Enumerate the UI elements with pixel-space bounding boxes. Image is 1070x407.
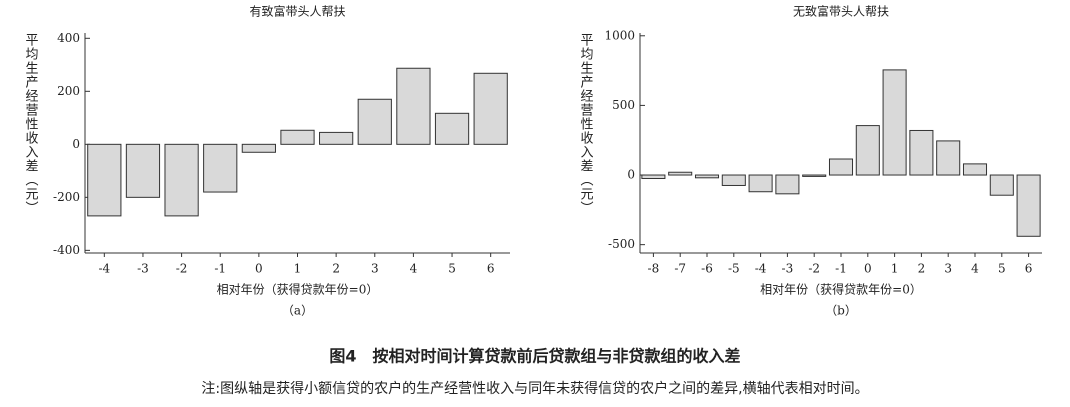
bar bbox=[882, 69, 907, 176]
sublabel: （a） bbox=[282, 304, 313, 318]
x-tick-label: 1 bbox=[891, 262, 899, 276]
x-tick-label: -5 bbox=[728, 262, 740, 276]
bar bbox=[641, 174, 666, 180]
x-tick-label: -1 bbox=[835, 262, 847, 276]
x-tick-label: -7 bbox=[674, 262, 686, 276]
x-tick-label: 5 bbox=[448, 262, 456, 276]
x-tick-label: 6 bbox=[487, 262, 495, 276]
bar bbox=[909, 129, 934, 176]
x-axis-label: 相对年份（获得贷款年份=0） bbox=[760, 282, 922, 297]
bar bbox=[694, 174, 720, 179]
x-tick-label: -2 bbox=[808, 262, 820, 276]
bar bbox=[241, 143, 276, 153]
y-tick-label: 0 bbox=[72, 137, 80, 151]
x-tick-label: 4 bbox=[971, 262, 979, 276]
x-tick-label: -1 bbox=[214, 262, 226, 276]
x-tick-label: -4 bbox=[98, 262, 110, 276]
bar bbox=[357, 98, 392, 145]
bar bbox=[319, 131, 354, 145]
x-tick-label: 2 bbox=[918, 262, 926, 276]
caption: 图4 按相对时间计算贷款前后贷款组与非贷款组的收入差 bbox=[329, 347, 740, 366]
bar bbox=[125, 143, 161, 198]
y-tick-label: -400 bbox=[53, 243, 80, 257]
bar bbox=[396, 67, 431, 145]
y-axis-label: 平均生产经营性收入差（元） bbox=[578, 33, 594, 215]
bar bbox=[748, 174, 773, 193]
x-axis-label: 相对年份（获得贷款年份=0） bbox=[217, 282, 379, 297]
x-tick-label: -3 bbox=[137, 262, 149, 276]
x-tick-label: -8 bbox=[648, 262, 660, 276]
x-tick-label: 4 bbox=[410, 262, 418, 276]
y-tick-label: 200 bbox=[57, 84, 80, 98]
bar bbox=[775, 174, 800, 195]
x-tick-label: -3 bbox=[782, 262, 794, 276]
x-tick-label: 0 bbox=[255, 262, 263, 276]
x-tick-label: 6 bbox=[1025, 262, 1033, 276]
bar bbox=[721, 174, 746, 186]
bar bbox=[1016, 174, 1041, 237]
bar bbox=[828, 158, 854, 176]
y-tick-label: 400 bbox=[57, 31, 80, 45]
bar bbox=[855, 125, 880, 176]
bar bbox=[164, 143, 199, 217]
bar bbox=[280, 129, 315, 145]
x-tick-label: -2 bbox=[176, 262, 188, 276]
note: 注:图纵轴是获得小额信贷的农户的生产经营性收入与同年未获得信贷的农户之间的差异,… bbox=[201, 380, 868, 397]
y-tick-label: -200 bbox=[53, 190, 80, 204]
bar bbox=[962, 163, 988, 176]
x-tick-label: 3 bbox=[944, 262, 952, 276]
x-tick-label: -6 bbox=[701, 262, 713, 276]
x-tick-label: 0 bbox=[864, 262, 872, 276]
y-axis-label: 平均生产经营性收入差（元） bbox=[23, 33, 39, 215]
y-tick-label: 1000 bbox=[604, 28, 635, 42]
bar bbox=[989, 174, 1014, 196]
bar bbox=[473, 72, 508, 145]
chart-title: 有致富带头人帮扶 bbox=[249, 4, 345, 19]
y-tick-label: 0 bbox=[627, 168, 635, 182]
x-tick-label: 1 bbox=[294, 262, 302, 276]
sublabel: （b） bbox=[825, 304, 857, 318]
chart-title: 无致富带头人帮扶 bbox=[793, 4, 889, 19]
bar bbox=[802, 174, 827, 177]
y-tick-label: 500 bbox=[612, 98, 635, 112]
bar bbox=[668, 171, 693, 176]
bar bbox=[203, 143, 238, 193]
y-tick-label: -500 bbox=[608, 237, 635, 251]
bar bbox=[936, 140, 961, 176]
x-tick-label: 5 bbox=[998, 262, 1006, 276]
x-tick-label: -4 bbox=[755, 262, 767, 276]
x-tick-label: 2 bbox=[332, 262, 340, 276]
bar bbox=[434, 112, 470, 145]
x-tick-label: 3 bbox=[371, 262, 379, 276]
bar bbox=[87, 143, 122, 217]
